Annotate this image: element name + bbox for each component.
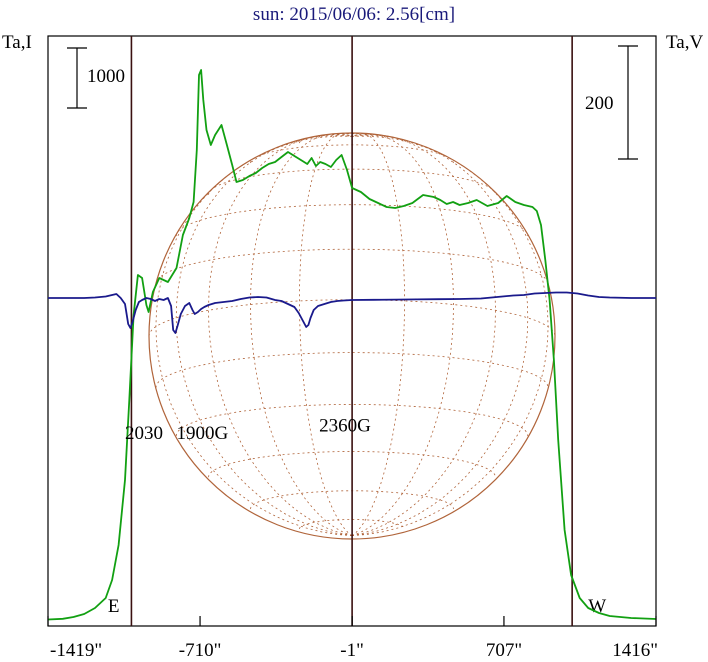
series-group <box>47 69 657 621</box>
y-axis-label-right: Ta,V <box>666 32 703 53</box>
y-axis-label-left: Ta,I <box>2 32 32 53</box>
x-tick-label-3: 707" <box>486 640 522 661</box>
meridian-line <box>351 135 549 537</box>
meridian-line <box>175 135 353 537</box>
meridian-line <box>155 135 353 537</box>
parallel-line <box>299 133 405 144</box>
meridian-line <box>208 134 353 537</box>
meridian-line <box>351 132 405 537</box>
parallel-line <box>155 248 549 285</box>
parallel-line <box>299 519 405 529</box>
scalebar-right: 200 <box>585 45 638 160</box>
series-intensity-line <box>47 69 657 621</box>
x-tick-label-0: -1419" <box>50 640 102 661</box>
scalebar-left-label: 1000 <box>87 66 125 87</box>
meridian-line <box>351 134 496 537</box>
x-axis-ticks: -1419" -710" -1" 707" 1416" <box>47 616 658 661</box>
parallel-line <box>155 352 549 388</box>
annotations: 2030 1900G 2360G <box>125 416 371 445</box>
scalebar-left: 1000 <box>67 47 125 109</box>
x-tick-label-4: 1416" <box>612 640 658 661</box>
parallel-line <box>175 204 529 237</box>
x-tick-label-1: -710" <box>179 640 222 661</box>
limb-label-w: W <box>588 596 606 617</box>
meridian-line <box>351 133 454 537</box>
limb-label-e: E <box>108 596 120 617</box>
annotation-2: 2360G <box>319 416 371 437</box>
chart-title: sun: 2015/06/06: 2.56[cm] <box>253 4 455 25</box>
annotation-1: 1900G <box>176 423 228 444</box>
parallel-line <box>175 403 529 436</box>
x-tick-label-2: -1" <box>340 640 364 661</box>
meridian-line <box>250 133 353 537</box>
meridian-line <box>299 132 353 537</box>
series-polarization-line <box>48 291 656 334</box>
scalebar-right-label: 200 <box>585 93 614 114</box>
meridian-line <box>351 135 529 537</box>
annotation-0: 2030 <box>125 423 163 444</box>
